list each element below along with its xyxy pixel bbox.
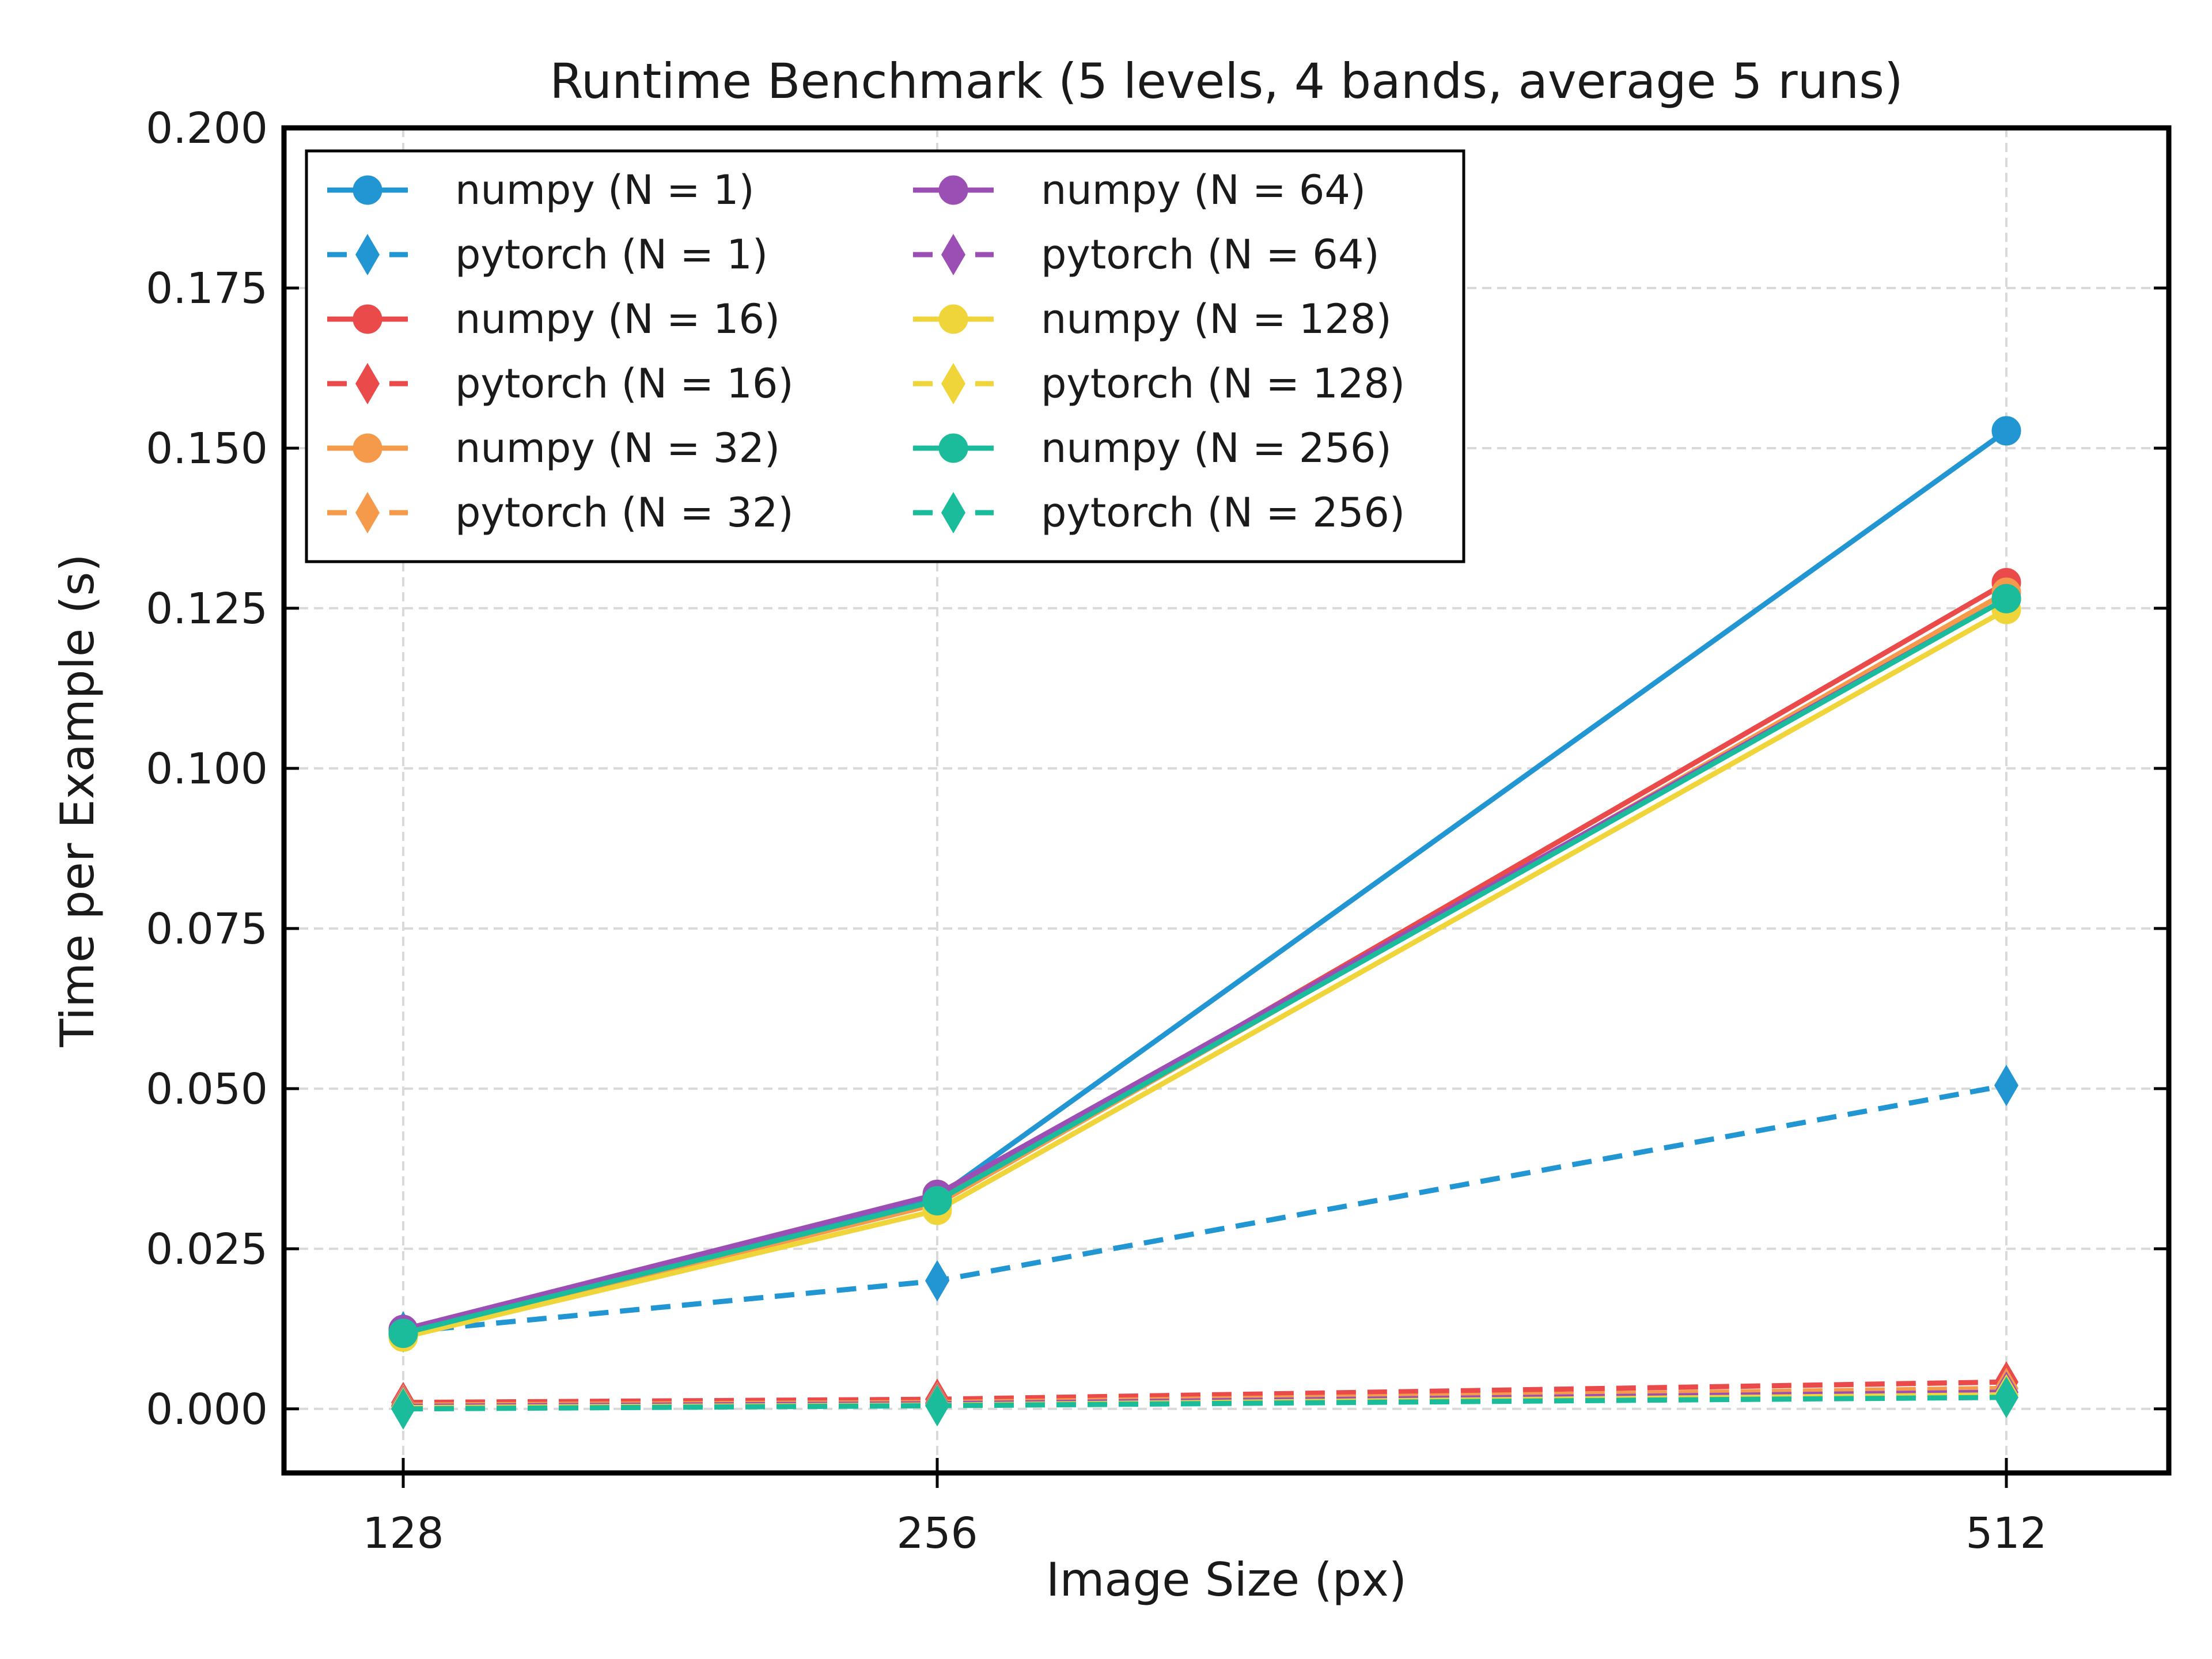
legend-item: pytorch (N = 128) xyxy=(913,360,1405,407)
axis-ticks: 0.000 0.025 0.050 0.075 0.100 0.125 0.150 0.175… xyxy=(146,104,2169,1558)
legend-label: pytorch (N = 32) xyxy=(455,489,794,536)
legend-marker xyxy=(353,175,382,205)
y-tick-label: 0.025 xyxy=(146,1225,268,1274)
legend-item: numpy (N = 16) xyxy=(327,296,780,343)
y-tick-label: 0.000 xyxy=(146,1385,268,1434)
legend-label: numpy (N = 64) xyxy=(1041,166,1366,214)
legend: numpy (N = 1) pytorch (N = 1) numpy (N = 1… xyxy=(305,149,1465,563)
data-point xyxy=(1994,1376,2018,1418)
chart-title: Runtime Benchmark (5 levels, 4 bands, av… xyxy=(550,53,1903,109)
series-layer xyxy=(388,416,2021,1430)
data-point xyxy=(922,1185,952,1215)
legend-marker xyxy=(941,492,965,533)
legend-label: pytorch (N = 1) xyxy=(455,231,768,278)
data-point xyxy=(925,1385,949,1427)
legend-item: numpy (N = 64) xyxy=(913,166,1366,214)
y-tick-label: 0.100 xyxy=(146,744,268,794)
data-point xyxy=(925,1260,949,1302)
series-pytorch-n-256 xyxy=(391,1376,2018,1430)
legend-item: pytorch (N = 64) xyxy=(913,231,1380,278)
legend-item: pytorch (N = 256) xyxy=(913,489,1405,536)
legend-item: pytorch (N = 32) xyxy=(327,489,794,536)
legend-marker xyxy=(938,304,968,334)
data-point xyxy=(1991,416,2021,446)
legend-label: pytorch (N = 16) xyxy=(455,360,794,407)
legend-box xyxy=(305,149,1465,563)
legend-marker xyxy=(353,433,382,463)
legend-label: numpy (N = 256) xyxy=(1041,425,1392,472)
y-tick-label: 0.175 xyxy=(146,264,268,313)
legend-label: numpy (N = 128) xyxy=(1041,296,1392,343)
x-tick-label: 256 xyxy=(896,1509,978,1558)
y-tick-label: 0.075 xyxy=(146,904,268,954)
legend-label: numpy (N = 16) xyxy=(455,296,780,343)
x-axis-label: Image Size (px) xyxy=(1046,1553,1407,1607)
x-tick-label: 512 xyxy=(1965,1509,2047,1558)
y-tick-label: 0.200 xyxy=(146,104,268,153)
series-numpy-n-256 xyxy=(388,584,2021,1349)
legend-marker xyxy=(355,492,380,533)
x-tick-label: 128 xyxy=(362,1509,444,1558)
legend-item: numpy (N = 32) xyxy=(327,425,780,472)
y-tick-label: 0.150 xyxy=(146,424,268,474)
legend-marker xyxy=(941,234,965,275)
plot-frame xyxy=(281,125,2172,1476)
legend-marker xyxy=(938,433,968,463)
y-tick-label: 0.125 xyxy=(146,584,268,634)
legend-marker xyxy=(355,234,380,275)
data-point xyxy=(1994,1065,2018,1107)
legend-label: numpy (N = 1) xyxy=(455,166,755,214)
data-point xyxy=(388,1319,418,1349)
legend-marker xyxy=(353,304,382,334)
legend-marker xyxy=(938,175,968,205)
legend-marker xyxy=(355,363,380,404)
legend-label: pytorch (N = 256) xyxy=(1041,489,1405,536)
legend-label: pytorch (N = 128) xyxy=(1041,360,1405,407)
legend-label: pytorch (N = 64) xyxy=(1041,231,1380,278)
legend-item: numpy (N = 128) xyxy=(913,296,1392,343)
legend-label: numpy (N = 32) xyxy=(455,425,780,472)
y-tick-label: 0.050 xyxy=(146,1065,268,1114)
data-point xyxy=(391,1388,415,1430)
legend-item: pytorch (N = 16) xyxy=(327,360,794,407)
legend-item: pytorch (N = 1) xyxy=(327,231,768,278)
legend-item: numpy (N = 1) xyxy=(327,166,755,214)
y-axis-label: Time per Example (s) xyxy=(51,554,104,1047)
data-point xyxy=(1991,584,2021,613)
legend-marker xyxy=(941,363,965,404)
legend-item: numpy (N = 256) xyxy=(913,425,1392,472)
